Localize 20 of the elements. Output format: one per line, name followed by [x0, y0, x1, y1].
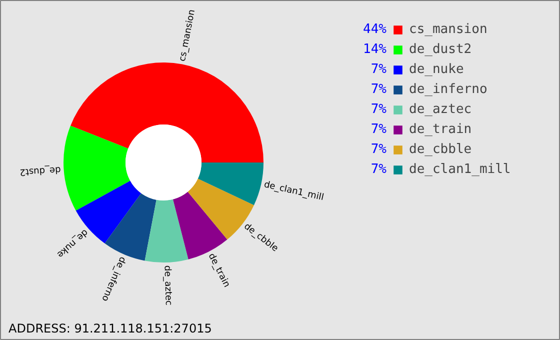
legend-label: de_inferno — [409, 80, 488, 98]
legend-label: de_train — [409, 120, 472, 138]
legend-label: de_dust2 — [409, 40, 472, 58]
slice-label: cs_mansion — [178, 8, 198, 62]
legend-label: de_nuke — [409, 60, 464, 78]
data-label: 7% — [370, 122, 387, 137]
data-label: 7% — [370, 82, 387, 97]
data-label: 44% — [363, 22, 387, 37]
legend-label: cs_mansion — [409, 20, 488, 38]
data-label: 7% — [370, 162, 387, 177]
slice-label: de_dust2 — [19, 164, 62, 177]
legend-label: de_clan1_mill — [409, 160, 511, 178]
legend-label: de_cbble — [409, 140, 472, 158]
data-label: 14% — [363, 42, 387, 57]
text: ADDRESS: 91.211.118.151:27015 — [8, 322, 212, 336]
legend-label: de_aztec — [409, 100, 472, 118]
data-label: 7% — [370, 102, 387, 117]
slice-label: de_aztec — [162, 265, 173, 306]
data-label: 7% — [370, 62, 387, 77]
data-label: 7% — [370, 142, 387, 157]
